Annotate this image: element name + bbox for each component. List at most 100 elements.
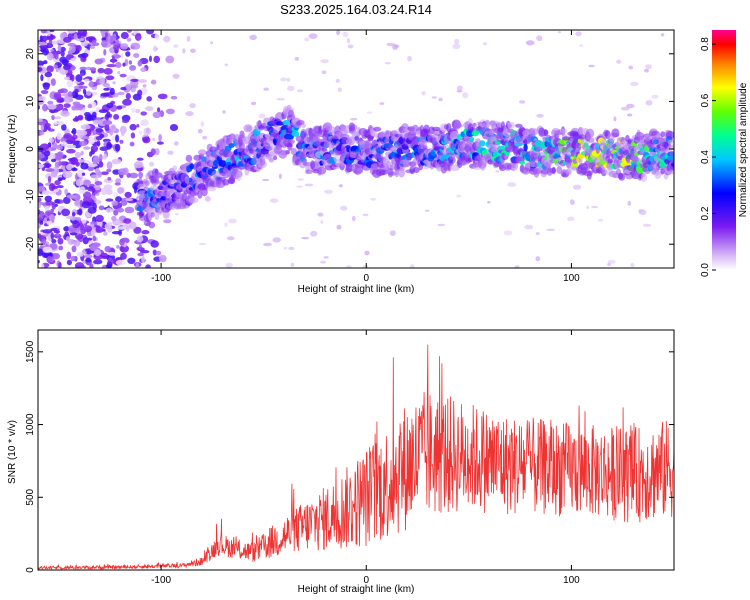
noise-blob [133,53,140,58]
noise-blob [514,265,520,268]
noise-blob [119,238,125,246]
noise-blob [572,184,582,190]
ridge-blob [152,182,157,187]
y-tick-label: 500 [25,488,36,505]
ridge-blob [412,158,417,166]
noise-blob [115,178,122,184]
noise-blob [41,190,51,195]
ridge-blob [302,161,313,167]
noise-blob [507,182,517,187]
noise-blob [69,232,78,236]
noise-blob [63,95,73,104]
ridge-blob [321,158,326,165]
noise-blob [116,226,126,230]
noise-blob [116,207,125,213]
y-tick-label: -20 [25,237,36,252]
noise-blob [189,48,196,53]
noise-blob [107,251,117,256]
noise-blob [335,78,340,83]
noise-blob [38,118,43,123]
colorbar-label: Normalized spectral amplitude [738,82,749,217]
noise-blob [81,52,89,58]
noise-blob [78,85,88,89]
noise-blob [89,67,97,72]
noise-blob [52,142,58,150]
noise-blob [66,259,72,266]
noise-blob [487,200,491,204]
colorbar-tick-label: 0.8 [700,37,711,51]
noise-blob [630,262,635,268]
noise-blob [47,77,51,83]
noise-blob [114,143,121,152]
noise-blob [134,33,142,41]
noise-blob [280,77,287,82]
noise-blob [127,257,136,264]
ridge-blob [669,165,674,170]
noise-blob [137,60,143,67]
noise-blob [120,199,128,206]
noise-blob [276,98,286,101]
noise-blob [51,170,58,178]
ridge-blob [329,126,336,134]
ridge-blob [519,160,526,165]
noise-blob [141,230,150,235]
noise-blob [47,175,52,184]
noise-blob [270,198,279,203]
noise-blob [82,196,93,203]
noise-blob [163,35,171,43]
noise-blob [607,259,616,264]
noise-blob [106,168,112,173]
noise-blob [66,144,77,149]
noise-blob [142,84,147,88]
noise-blob [73,33,78,40]
noise-blob [75,199,79,206]
noise-blob [152,111,161,119]
spectrogram-xlabel: Height of straight line (km) [298,284,415,295]
noise-blob [389,230,396,237]
noise-blob [150,79,157,85]
noise-blob [115,196,122,203]
ridge-blob [172,165,178,172]
noise-blob [40,124,44,132]
x-tick-label: -100 [151,575,171,586]
noise-blob [44,195,52,202]
noise-blob [163,219,172,224]
noise-blob [138,130,143,136]
noise-blob [98,205,105,211]
noise-blob [456,85,463,92]
noise-blob [170,95,178,100]
noise-blob [80,72,84,77]
noise-blob [56,98,65,103]
ridge-blob [485,119,491,129]
noise-blob [87,163,98,168]
noise-blob [579,44,584,47]
noise-blob [546,228,556,231]
noise-blob [80,150,84,156]
noise-blob [46,255,53,263]
noise-blob [79,186,86,195]
noise-blob [66,79,73,88]
noise-blob [409,264,415,268]
noise-blob [115,259,126,266]
noise-blob [152,249,157,256]
noise-blob [75,129,84,135]
noise-blob [103,49,107,56]
noise-blob [47,100,54,105]
noise-blob [120,252,127,260]
noise-blob [43,217,48,225]
ridge-blob [565,168,572,175]
noise-blob [79,66,87,71]
noise-blob [137,252,144,257]
noise-blob [56,151,64,159]
noise-blob [81,201,92,209]
noise-blob [59,46,66,52]
noise-blob [482,42,488,46]
noise-blob [85,90,92,96]
noise-blob [70,57,76,62]
noise-blob [519,100,526,104]
ridge-blob [150,212,155,218]
noise-blob [153,45,157,53]
noise-blob [50,110,55,114]
noise-blob [95,227,104,233]
noise-blob [130,132,136,139]
